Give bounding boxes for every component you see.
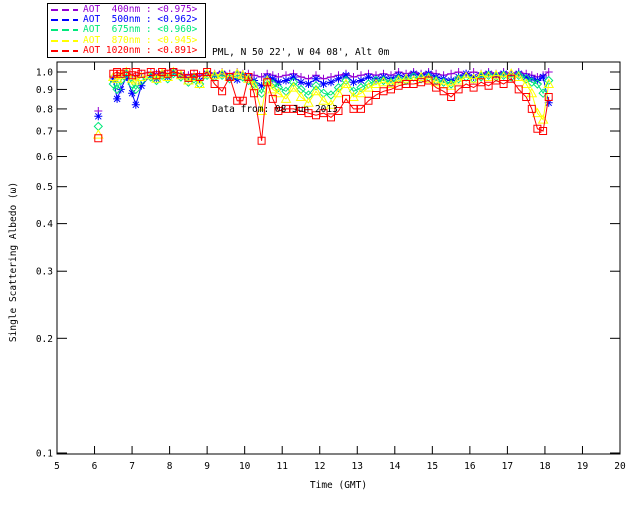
y-tick-label: 0.4 (36, 219, 53, 230)
legend-label-675nm: AOT 675nm : <0.960> (83, 24, 198, 36)
x-tick-label: 8 (167, 461, 173, 472)
plot-title: PML, N 50 22', W 04 08', Alt 0m (212, 47, 390, 58)
x-tick-label: 18 (539, 461, 551, 472)
x-tick-label: 13 (352, 461, 363, 472)
legend-label-870nm: AOT 870nm : <0.945> (83, 34, 198, 46)
plot-subtitle: Data from: 08 Jun 2013 (212, 104, 338, 115)
y-tick-label: 0.7 (36, 127, 53, 138)
x-tick-label: 17 (502, 461, 513, 472)
legend-label-400nm: AOT 400nm : <0.975> (83, 4, 198, 16)
y-tick-label: 0.6 (36, 152, 53, 163)
legend-dash-1020nm (51, 49, 78, 52)
x-tick-label: 12 (314, 461, 325, 472)
legend-item-400nm: AOT 400nm : <0.975> (48, 5, 205, 15)
y-tick-label: 0.3 (36, 267, 53, 278)
series-markers-aot-1020nm (94, 68, 553, 145)
x-tick-label: 9 (204, 461, 210, 472)
x-tick-label: 14 (389, 461, 401, 472)
x-tick-label: 10 (239, 461, 251, 472)
x-tick-label: 19 (577, 461, 589, 472)
y-tick-label: 0.2 (36, 334, 53, 345)
y-tick-label: 0.1 (36, 449, 53, 460)
legend-dash-870nm (51, 39, 78, 42)
legend-dash-675nm (51, 29, 78, 32)
y-tick-label: 0.8 (36, 104, 53, 115)
x-axis-title: Time (GMT) (310, 480, 367, 491)
legend-item-1020nm: AOT 1020nm : <0.891> (48, 44, 205, 56)
plot-frame (56, 61, 621, 455)
x-tick-label: 6 (92, 461, 98, 472)
legend-item-500nm: AOT 500nm : <0.962> (48, 15, 205, 25)
legend: AOT 400nm : <0.975> AOT 500nm : <0.962> … (47, 3, 206, 58)
x-tick-label: 16 (464, 461, 476, 472)
x-tick-label: 20 (614, 461, 626, 472)
legend-item-870nm: AOT 870nm : <0.945> (48, 34, 205, 46)
x-tick-label: 11 (276, 461, 288, 472)
y-tick-label: 1.0 (36, 68, 53, 79)
legend-label-1020nm: AOT 1020nm : <0.891> (83, 44, 198, 56)
legend-dash-500nm (51, 19, 78, 22)
y-tick-label: 0.9 (36, 85, 53, 96)
plot-header: PML, N 50 22', W 04 08', Alt 0m Data fro… (212, 5, 389, 157)
legend-item-675nm: AOT 675nm : <0.960> (48, 25, 205, 35)
x-tick-label: 5 (54, 461, 60, 472)
y-axis-title: Single Scattering Albedo (ω) (8, 182, 19, 342)
legend-label-500nm: AOT 500nm : <0.962> (83, 14, 198, 26)
x-tick-label: 7 (129, 461, 135, 472)
x-tick-label: 15 (427, 461, 438, 472)
y-tick-label: 0.5 (36, 182, 53, 193)
legend-dash-400nm (51, 9, 78, 12)
